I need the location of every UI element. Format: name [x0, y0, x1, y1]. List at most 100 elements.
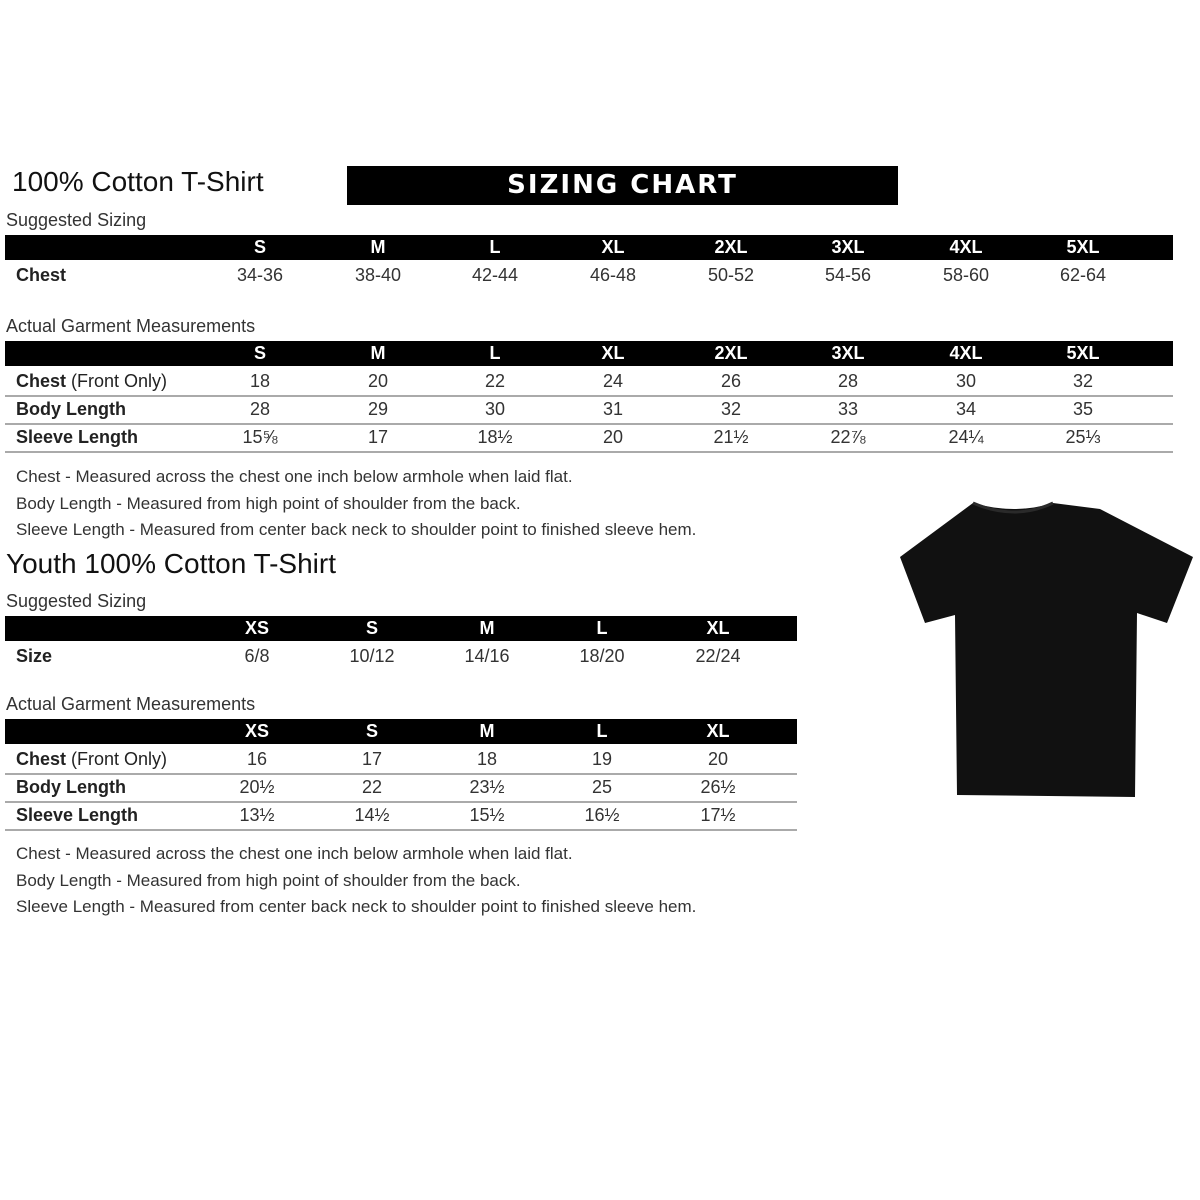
size-header: S: [253, 237, 267, 257]
size-header: M: [370, 343, 386, 363]
table-cell: 16: [246, 749, 268, 769]
measurement-note: Chest - Measured across the chest one in…: [16, 467, 573, 486]
size-header: XL: [706, 618, 730, 638]
table-cell: 34-36: [236, 265, 284, 285]
tshirt-shape: [900, 503, 1193, 797]
row-label: Body Length: [16, 399, 126, 419]
table-cell: 50-52: [707, 265, 755, 285]
size-header: L: [596, 618, 608, 638]
table-cell: 14½: [354, 805, 390, 825]
table-cell: 46-48: [589, 265, 637, 285]
size-header: 2XL: [714, 343, 748, 363]
table-cell: 20: [367, 371, 389, 391]
table-row: Size 6/8 10/12 14/16 18/20 22/24: [5, 642, 797, 670]
table-row: Body Length 28 29 30 31 32 33 34 35: [5, 395, 1173, 425]
table-cell: 20½: [239, 777, 275, 797]
size-header: XL: [601, 343, 625, 363]
table-cell: 29: [367, 399, 389, 419]
table-cell: 31: [602, 399, 624, 419]
table-cell: 18: [476, 749, 498, 769]
table-cell: 18: [249, 371, 271, 391]
youth-actual-label: Actual Garment Measurements: [6, 694, 256, 714]
table-cell: 62-64: [1059, 265, 1107, 285]
table-cell: 34: [955, 399, 977, 419]
adult-actual-header: S M L XL 2XL 3XL 4XL 5XL: [5, 341, 1173, 366]
table-row: Chest (Front Only) 18 20 22 24 26 28 30 32: [5, 367, 1173, 397]
table-cell: 13½: [239, 805, 275, 825]
size-header: S: [365, 618, 379, 638]
size-header: 2XL: [714, 237, 748, 257]
size-header: 4XL: [949, 237, 983, 257]
table-cell: 28: [837, 371, 859, 391]
table-cell: 17½: [700, 805, 736, 825]
table-cell: 10/12: [349, 646, 395, 666]
table-cell: 32: [1072, 371, 1094, 391]
row-label: Sleeve Length: [16, 805, 139, 825]
table-cell: 6/8: [244, 646, 270, 666]
row-label: Chest (Front Only): [16, 749, 168, 769]
table-cell: 25: [591, 777, 613, 797]
size-header: 5XL: [1066, 237, 1100, 257]
table-cell: 20: [707, 749, 729, 769]
table-cell: 22: [361, 777, 383, 797]
table-row: Chest 34-36 38-40 42-44 46-48 50-52 54-56 58-60…: [5, 261, 1173, 289]
table-row: Sleeve Length 13½ 14½ 15½ 16½ 17½: [5, 801, 797, 831]
table-cell: 38-40: [354, 265, 402, 285]
table-cell: 17: [361, 749, 383, 769]
table-cell: 32: [720, 399, 742, 419]
size-header: XS: [244, 721, 270, 741]
size-header: XS: [244, 618, 270, 638]
size-header: 3XL: [831, 343, 865, 363]
size-header: XL: [601, 237, 625, 257]
size-header: XL: [706, 721, 730, 741]
sizing-chart-banner: SIZING CHART: [347, 166, 898, 205]
size-header: M: [479, 721, 495, 741]
size-header: S: [365, 721, 379, 741]
table-cell: 22/24: [695, 646, 741, 666]
table-cell: 26½: [700, 777, 736, 797]
size-header: S: [253, 343, 267, 363]
row-label: Chest: [16, 265, 67, 285]
table-cell: 26: [720, 371, 742, 391]
table-cell: 35: [1072, 399, 1094, 419]
table-cell: 22: [484, 371, 506, 391]
size-header: L: [489, 237, 501, 257]
table-cell: 24: [602, 371, 624, 391]
table-cell: 30: [955, 371, 977, 391]
row-label: Size: [16, 646, 53, 666]
row-label: Chest (Front Only): [16, 371, 168, 391]
table-cell: 16½: [584, 805, 620, 825]
table-cell: 58-60: [942, 265, 990, 285]
youth-actual-header: XS S M L XL: [5, 719, 797, 744]
table-cell: 22⅞: [830, 427, 866, 447]
adult-actual-label: Actual Garment Measurements: [6, 316, 256, 336]
table-row: Body Length 20½ 22 23½ 25 26½: [5, 773, 797, 803]
measurement-note: Body Length - Measured from high point o…: [16, 870, 521, 890]
table-cell: 15½: [469, 805, 505, 825]
adult-title: 100% Cotton T-Shirt: [12, 166, 264, 197]
size-header: 3XL: [831, 237, 865, 257]
table-cell: 18/20: [579, 646, 625, 666]
table-cell: 30: [484, 399, 506, 419]
table-cell: 20: [602, 427, 624, 447]
table-cell: 24¼: [948, 427, 984, 447]
table-cell: 54-56: [824, 265, 872, 285]
measurement-note: Body Length - Measured from high point o…: [16, 493, 521, 513]
table-cell: 33: [837, 399, 859, 419]
size-header: 5XL: [1066, 343, 1100, 363]
table-cell: 28: [249, 399, 271, 419]
table-cell: 42-44: [471, 265, 519, 285]
table-cell: 23½: [469, 777, 505, 797]
size-header: M: [479, 618, 495, 638]
row-label: Body Length: [16, 777, 126, 797]
adult-suggested-header: S M L XL 2XL 3XL 4XL 5XL: [5, 235, 1173, 260]
table-cell: 18½: [477, 427, 513, 447]
table-row: Sleeve Length 15⅝ 17 18½ 20 21½ 22⅞ 24¼ 25⅓: [5, 423, 1173, 453]
youth-suggested-label: Suggested Sizing: [6, 591, 147, 611]
youth-title: Youth 100% Cotton T-Shirt: [6, 548, 336, 579]
measurement-note: Sleeve Length - Measured from center bac…: [16, 897, 697, 916]
size-header: L: [596, 721, 608, 741]
row-label: Sleeve Length: [16, 427, 139, 447]
table-cell: 15⅝: [242, 427, 278, 447]
